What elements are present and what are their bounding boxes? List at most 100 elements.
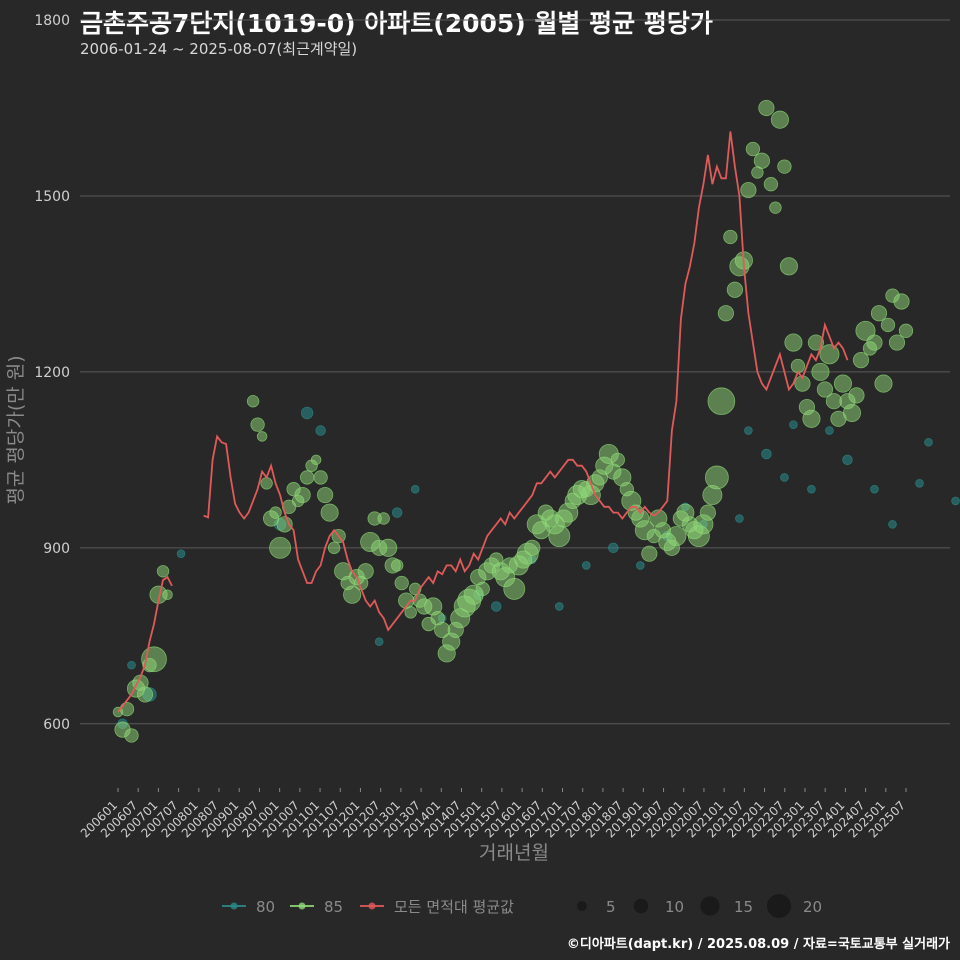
series-85-point xyxy=(888,334,906,351)
series-85-point xyxy=(825,393,843,410)
series-85-point xyxy=(855,320,876,341)
series-85-point xyxy=(723,229,738,245)
series-85-point xyxy=(848,387,865,404)
series-80-point xyxy=(391,507,403,518)
legend-size-label: 10 xyxy=(665,898,684,916)
series-80-point xyxy=(374,637,384,646)
series-85-point xyxy=(317,486,334,504)
series-80-point xyxy=(870,484,879,494)
series-85-point xyxy=(119,701,135,717)
series-80-point xyxy=(315,425,326,436)
series-85-point xyxy=(870,305,888,322)
series-80-point xyxy=(888,520,897,529)
legend-dot-1 xyxy=(298,902,306,910)
series-85-point xyxy=(299,470,315,485)
series-80-point xyxy=(761,448,772,460)
series-85-point xyxy=(260,477,273,490)
legend-dot-0 xyxy=(230,902,238,910)
series-85-point xyxy=(394,575,409,591)
series-85-point xyxy=(769,201,782,214)
y-tick-label: 1500 xyxy=(34,189,70,205)
legend-size-circle xyxy=(767,894,791,918)
series-85-point xyxy=(377,512,390,525)
average-line-group xyxy=(117,131,849,713)
series-85-point xyxy=(256,431,268,442)
series-85-point xyxy=(866,334,883,351)
legend-size-circle xyxy=(577,901,587,911)
series-85-point xyxy=(269,536,292,559)
y-tick-label: 900 xyxy=(43,541,70,557)
series-85-point xyxy=(852,352,870,369)
series-80-point xyxy=(490,601,502,612)
series-80-point xyxy=(636,561,645,570)
grid-lines xyxy=(80,19,950,725)
y-axis-label: 평균 평당가(만 원) xyxy=(5,355,27,504)
series-85-point xyxy=(269,506,282,519)
series-85-point xyxy=(156,565,170,578)
series-80-point xyxy=(951,496,960,506)
legend-label-1: 85 xyxy=(324,898,343,916)
y-axis-ticks: 600 900 1200 1500 1800 xyxy=(34,13,70,733)
series-85-point xyxy=(833,374,853,393)
series-80-point xyxy=(410,484,420,494)
series-85-point xyxy=(641,545,658,562)
series-85-point xyxy=(842,403,862,422)
series-85-point xyxy=(745,141,761,157)
series-80-point xyxy=(789,420,798,429)
y-tick-label: 600 xyxy=(43,717,70,733)
series-85-point xyxy=(753,152,771,169)
series-80-point xyxy=(581,561,591,570)
series-85-point xyxy=(777,159,792,174)
legend-label-2: 모든 면적대 평균값 xyxy=(394,898,514,916)
series-85-point xyxy=(162,589,173,600)
legend-size-label: 5 xyxy=(606,898,616,916)
series-85-point xyxy=(475,581,490,597)
legend-size-circle xyxy=(700,896,720,916)
series-85-point xyxy=(811,362,830,381)
series-85-point xyxy=(294,486,311,504)
y-tick-label: 1800 xyxy=(34,13,70,29)
series-85-point xyxy=(740,181,757,199)
average-line xyxy=(117,575,173,713)
series-85-point xyxy=(819,344,840,365)
chart-subtitle: 2006-01-24 ~ 2025-08-07(최근계약일) xyxy=(80,40,358,58)
series-85-point xyxy=(379,538,398,557)
series-80-point xyxy=(554,602,564,611)
series-85-point xyxy=(807,334,825,351)
y-tick-label: 1200 xyxy=(34,365,70,381)
series-80-point xyxy=(780,473,789,482)
series-80-point xyxy=(842,454,853,466)
series-85-point xyxy=(666,526,687,547)
series-85-point xyxy=(503,577,526,600)
series-85-point xyxy=(320,503,339,522)
series-85-point xyxy=(779,257,798,276)
series-80-point xyxy=(915,479,924,488)
series-85-point xyxy=(880,317,896,333)
chart-title: 금촌주공7단지(1019-0) 아파트(2005) 월별 평균 평당가 xyxy=(80,9,713,38)
series-85-point xyxy=(548,525,571,548)
series-80-point xyxy=(127,660,136,670)
series-85-point xyxy=(313,470,328,485)
series-85-point xyxy=(246,395,260,408)
series-85-point xyxy=(610,452,625,467)
legend: 80 85 모든 면적대 평균값 5 10 15 20 xyxy=(222,894,822,918)
legend-size-circle xyxy=(633,898,649,914)
series-85-point xyxy=(404,606,417,619)
series-85-point xyxy=(124,728,139,743)
series-85-point xyxy=(802,409,821,428)
series-80-point xyxy=(744,426,753,435)
series-85-point xyxy=(726,281,743,298)
series-85-point xyxy=(357,563,374,580)
series-80-point xyxy=(176,549,186,558)
legend-size-label: 15 xyxy=(734,898,753,916)
series-85-point xyxy=(763,177,779,192)
series-85-point xyxy=(310,454,322,466)
legend-label-0: 80 xyxy=(256,898,275,916)
series-85-point xyxy=(717,305,734,322)
series-85-point xyxy=(707,387,736,416)
series-80-point xyxy=(735,514,744,523)
series-80-point xyxy=(300,406,314,420)
legend-dot-2 xyxy=(368,902,376,910)
series-85-point xyxy=(898,323,914,338)
